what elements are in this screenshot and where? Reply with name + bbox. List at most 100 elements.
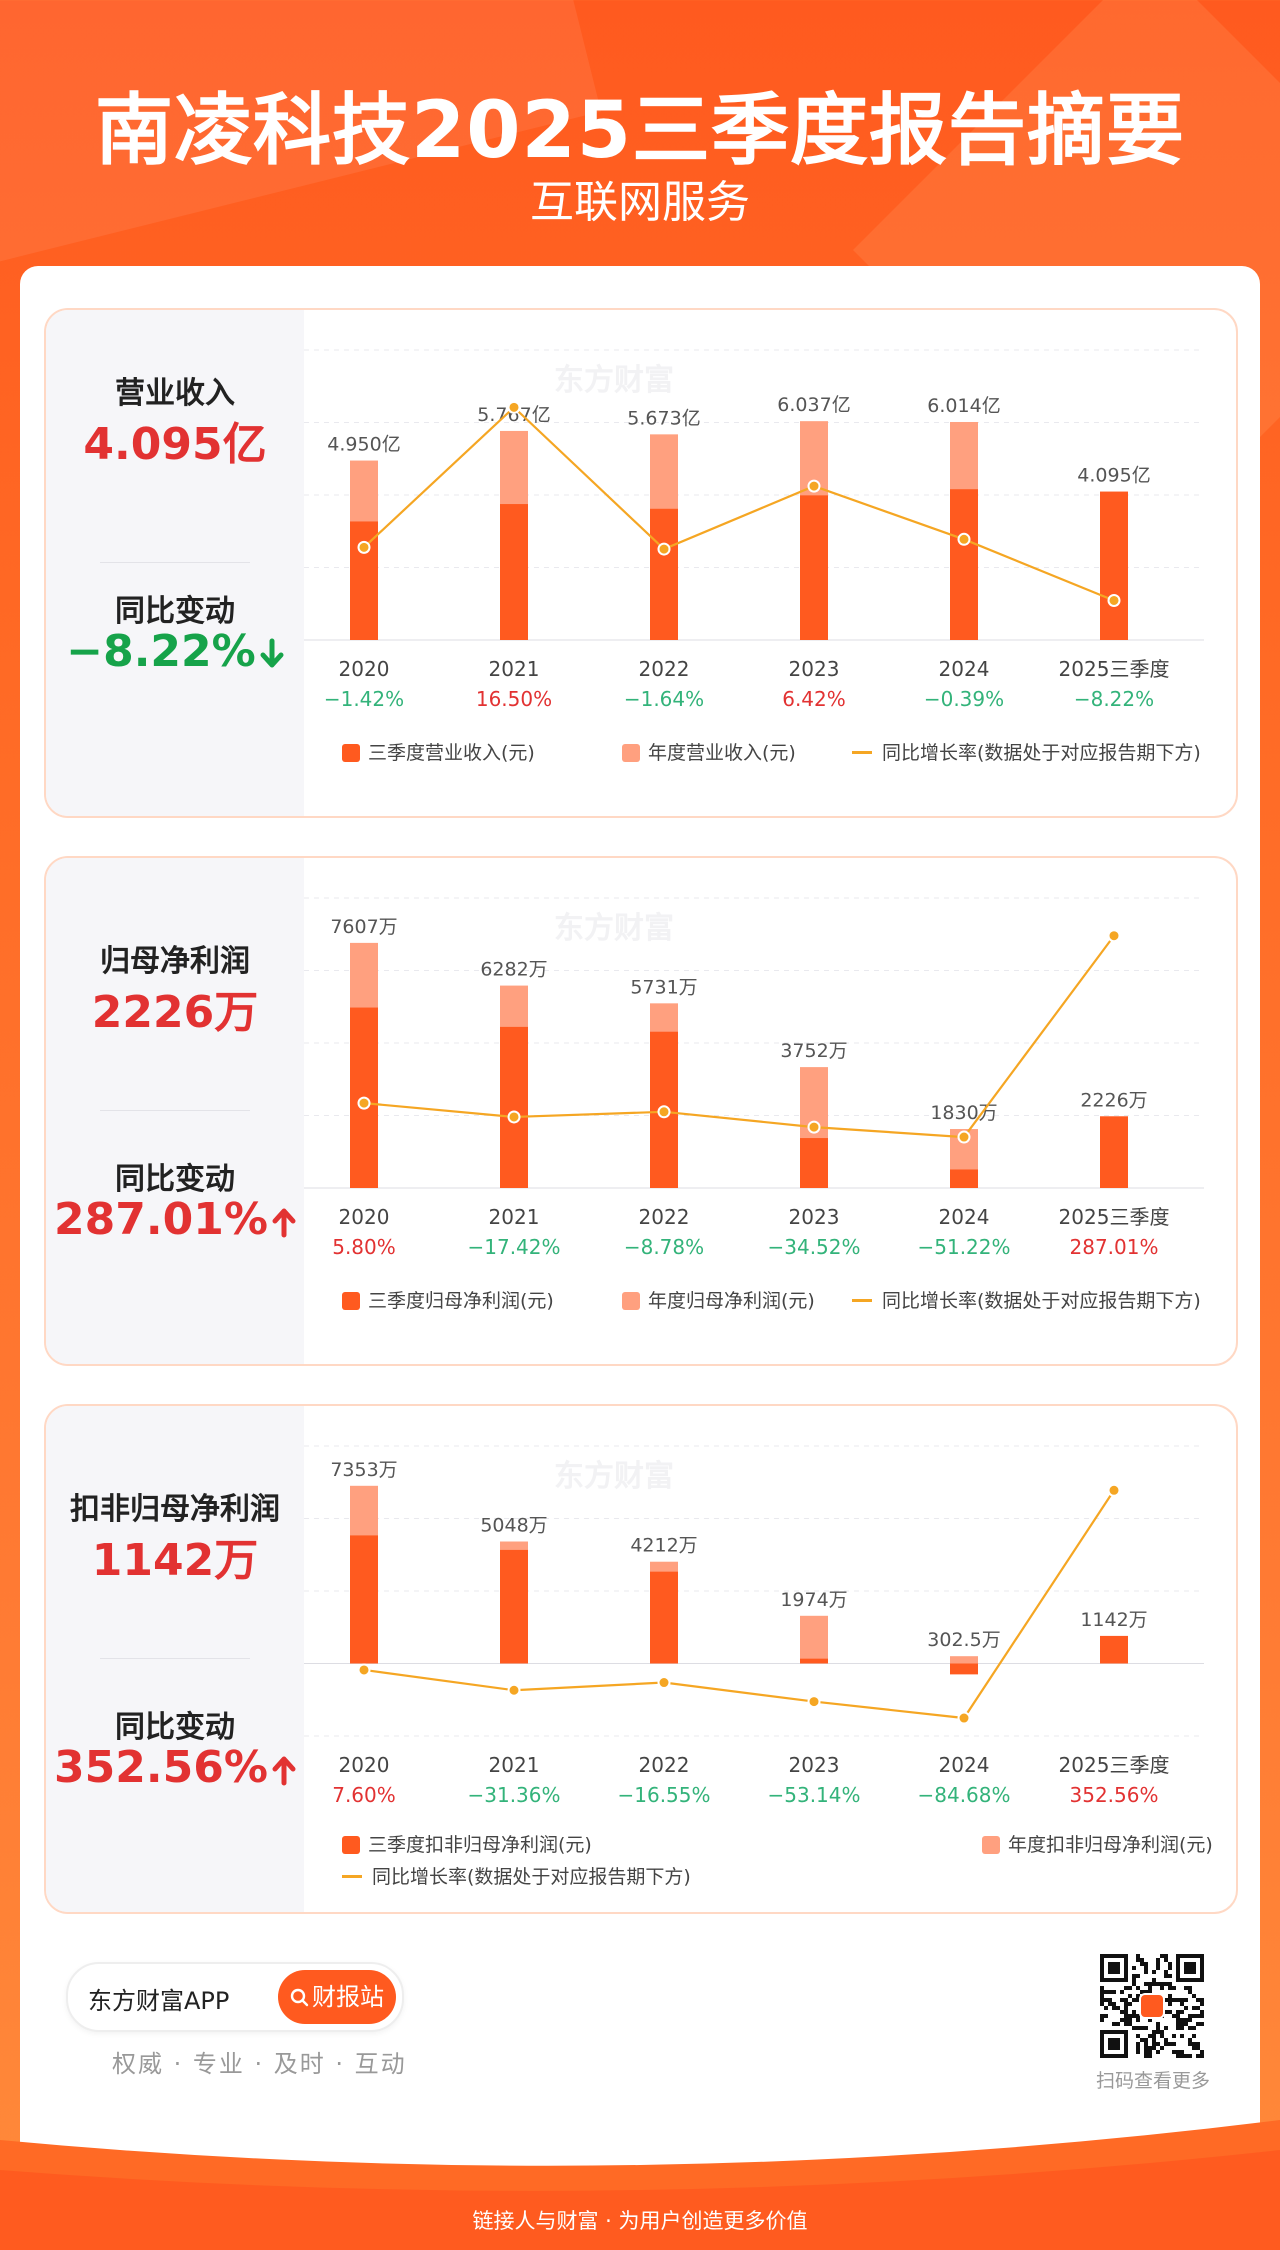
qr-module [1124, 2010, 1128, 2014]
qr-module [1100, 1990, 1104, 1994]
qr-module [1156, 1962, 1160, 1966]
qr-module [1136, 2026, 1140, 2030]
qr-module [1144, 2050, 1148, 2054]
category-label: 2020 [339, 1205, 390, 1229]
qr-module [1164, 1958, 1168, 1962]
growth-point [957, 1711, 971, 1725]
change-label: 同比变动 [115, 594, 235, 629]
qr-module [1124, 2022, 1128, 2026]
qr-module [1152, 1978, 1156, 1982]
qr-module [1100, 2018, 1104, 2022]
qr-module [1176, 2022, 1180, 2026]
legend-annual: 年度营业收入(元) [622, 738, 796, 765]
qr-module [1136, 2034, 1140, 2038]
change-value: 352.56% [46, 1742, 304, 1793]
qr-module [1184, 2006, 1188, 2010]
qr-module [1140, 1962, 1144, 1966]
bar-label: 7353万 [330, 1459, 397, 1481]
qr-module [1124, 1986, 1128, 1990]
qr-module [1136, 1954, 1140, 1958]
qr-module [1200, 2014, 1204, 2018]
qr-module [1144, 1982, 1148, 1986]
qr-module [1196, 2046, 1200, 2050]
qr-module [1172, 2042, 1176, 2046]
growth-label: 5.80% [332, 1235, 396, 1258]
category-label: 2024 [939, 1205, 990, 1229]
qr-module [1100, 1986, 1104, 1990]
qr-module [1164, 1974, 1168, 1978]
growth-point [957, 1130, 971, 1144]
qr-module [1196, 1998, 1200, 2002]
q3-bar [1100, 1116, 1128, 1188]
qr-module [1196, 2006, 1200, 2010]
app-promo[interactable]: 东方财富APP 财报站 [66, 1962, 404, 2032]
qr-module [1128, 2022, 1132, 2026]
qr-module [1184, 2018, 1188, 2022]
qr-module [1136, 1974, 1140, 1978]
qr-module [1124, 2018, 1128, 2022]
qr-module [1136, 2014, 1140, 2018]
qr-module [1160, 2034, 1164, 2038]
qr-module [1176, 1998, 1180, 2002]
category-label: 2024 [939, 1753, 990, 1777]
qr-module [1168, 2010, 1172, 2014]
bar-label: 1830万 [930, 1102, 997, 1124]
qr-module [1120, 1998, 1124, 2002]
qr-module [1132, 2010, 1136, 2014]
qr-module [1176, 2014, 1180, 2018]
qr-module [1156, 2030, 1160, 2034]
app-name: 东方财富APP [88, 1987, 230, 2015]
growth-label: −34.52% [767, 1235, 860, 1258]
growth-label: −16.55% [617, 1783, 710, 1806]
report-station-button[interactable]: 财报站 [278, 1970, 396, 2024]
qr-module [1176, 2018, 1180, 2022]
qr-module [1192, 2026, 1196, 2030]
bar-label: 1974万 [780, 1589, 847, 1611]
qr-module [1100, 2014, 1104, 2018]
qr-module [1156, 2026, 1160, 2030]
qr-module [1196, 2054, 1200, 2058]
qr-module [1108, 1990, 1112, 1994]
growth-label: 352.56% [1070, 1783, 1159, 1806]
qr-module [1168, 1986, 1172, 1990]
qr-module [1184, 2054, 1188, 2058]
qr-module [1160, 1982, 1164, 1986]
net-profit-panel: 归母净利润 2226万 同比变动 287.01% 东方财富 7607万 2020 5.… [44, 856, 1238, 1366]
qr-module [1188, 2038, 1192, 2042]
qr-module [1128, 2014, 1132, 2018]
bar-label: 4.950亿 [327, 434, 400, 456]
qr-module [1152, 2034, 1156, 2038]
qr-module [1152, 2038, 1156, 2042]
qr-code[interactable] [1100, 1954, 1204, 2058]
qr-module [1136, 2018, 1140, 2022]
legend-annual: 年度归母净利润(元) [622, 1286, 815, 1313]
qr-module [1124, 2014, 1128, 2018]
qr-module [1152, 2046, 1156, 2050]
qr-module [1148, 1982, 1152, 1986]
growth-label: 287.01% [1070, 1235, 1159, 1258]
bar-label: 2226万 [1080, 1089, 1147, 1111]
qr-module [1176, 2010, 1180, 2014]
growth-point [1107, 929, 1121, 943]
qr-module [1112, 1990, 1116, 1994]
qr-module [1128, 2018, 1132, 2022]
qr-module [1104, 2006, 1108, 2010]
qr-module [1128, 1994, 1132, 1998]
growth-line [363, 405, 1115, 602]
qr-module [1152, 2042, 1156, 2046]
growth-point [807, 1120, 821, 1134]
qr-module [1156, 1958, 1160, 1962]
qr-module [1108, 1998, 1112, 2002]
qr-finder [1108, 1962, 1120, 1974]
qr-module [1120, 1990, 1124, 1994]
qr-module [1136, 1994, 1140, 1998]
qr-module [1160, 2030, 1164, 2034]
qr-module [1112, 2022, 1116, 2026]
category-label: 2024 [939, 657, 990, 681]
bar-label: 5731万 [630, 976, 697, 998]
qr-module [1172, 2034, 1176, 2038]
qr-module [1192, 2006, 1196, 2010]
qr-module [1188, 2018, 1192, 2022]
qr-module [1140, 2026, 1144, 2030]
qr-module [1172, 2050, 1176, 2054]
